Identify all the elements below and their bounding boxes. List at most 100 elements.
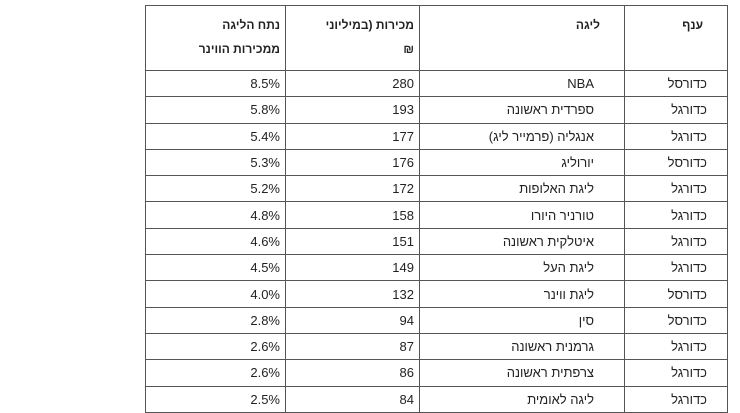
table-cell: 8.5% [145,69,286,98]
cell-text: טורניר היורו [530,207,594,223]
cell-text: אנגליה (פרמייר ליג) [488,128,594,144]
table-row: כדורגל אנגליה (פרמייר ליג) 177 5.4% [145,122,728,150]
header-text: ממכירות הווינר [198,42,280,56]
cell-text: ליגת ווינר [543,286,594,302]
table-row: כדורגל טורניר היורו 158 4.8% [145,201,728,229]
cell-text: כדורסל [667,76,707,92]
table-cell: 86 [285,359,420,387]
cell-text: 132 [392,286,414,302]
data-table: ענף ליגה מכירות (במיליוני ₪ נתח הליגה ממכירות… [145,5,728,413]
cell-text: כדורגל [671,365,707,381]
cell-text: 4.6% [250,233,280,249]
cell-text: 177 [392,128,414,144]
table-cell: 5.4% [145,122,286,150]
table-cell: אנגליה (פרמייר ליג) [419,122,625,150]
cell-text: סין [578,312,594,328]
cell-text: כדורגל [671,233,707,249]
table-cell: NBA [419,69,625,98]
table-cell: כדורגל [624,122,728,150]
table-cell: כדורגל [624,359,728,387]
table-cell: ליגת האלופות [419,175,625,203]
table-cell: 176 [285,148,420,177]
table-cell: 84 [285,385,420,413]
cell-text: 2.6% [250,339,280,355]
table-cell: 2.8% [145,306,286,334]
table-cell: 5.2% [145,175,286,203]
table-row: כדורגל ספרדית ראשונה 193 5.8% [145,96,728,124]
table-cell: ליגת העל [419,254,625,282]
table-cell: 2.5% [145,385,286,413]
table-cell: 5.3% [145,148,286,177]
table-cell: כדורגל [624,201,728,229]
cell-text: 4.8% [250,207,280,223]
table-cell: 172 [285,175,420,203]
table-cell: 5.8% [145,96,286,124]
cell-text: כדורגל [671,339,707,355]
cell-text: 84 [399,391,414,407]
cell-text: כדורגל [671,102,707,118]
table-cell: גרמנית ראשונה [419,332,625,361]
table-cell: 2.6% [145,359,286,387]
cell-text: 149 [392,260,414,276]
table-cell: ליגת ווינר [419,280,625,308]
cell-text: כדורגל [671,128,707,144]
header-cell: ליגה [419,5,625,71]
cell-text: 5.2% [250,181,280,197]
cell-text: 4.0% [250,286,280,302]
table-cell: כדורסל [624,280,728,308]
cell-text: 5.3% [250,155,280,171]
cell-text: כדורסל [667,312,707,328]
table-cell: טורניר היורו [419,201,625,229]
header-text: נתח הליגה [222,18,280,32]
table-cell: סין [419,306,625,334]
table-cell: כדורגל [624,385,728,413]
cell-text: 176 [392,155,414,171]
cell-text: 193 [392,102,414,118]
header-cell: ענף [624,5,728,71]
table-row: כדורגל ליגת העל 149 4.5% [145,254,728,282]
header-text: מכירות (במיליוני [325,18,414,32]
cell-text: 158 [392,207,414,223]
cell-text: NBA [567,76,594,92]
cell-text: 8.5% [250,76,280,92]
table-row: כדורסל NBA 280 8.5% [145,69,728,98]
table-cell: כדורסל [624,69,728,98]
cell-text: 280 [392,76,414,92]
table-cell: 94 [285,306,420,334]
cell-text: 86 [399,365,414,381]
cell-text: 2.8% [250,312,280,328]
cell-text: כדורגל [671,391,707,407]
table-row: כדורגל איטלקית ראשונה 151 4.6% [145,227,728,256]
table-cell: 151 [285,227,420,256]
cell-text: 5.4% [250,128,280,144]
table-row: כדורסל ליגת ווינר 132 4.0% [145,280,728,308]
table-cell: 280 [285,69,420,98]
cell-text: גרמנית ראשונה [511,339,594,355]
table-cell: 4.5% [145,254,286,282]
cell-text: יורוליג [561,155,594,171]
table-cell: כדורגל [624,175,728,203]
cell-text: 87 [399,339,414,355]
cell-text: צרפתית ראשונה [506,365,594,381]
cell-text: 2.6% [250,365,280,381]
table-cell: כדורגל [624,96,728,124]
table-cell: כדורסל [624,306,728,334]
cell-text: כדורסל [667,155,707,171]
cell-text: כדורסל [667,286,707,302]
cell-text: 94 [399,312,414,328]
table-cell: כדורסל [624,148,728,177]
table-cell: כדורגל [624,332,728,361]
header-text: ₪ [403,42,414,56]
table-cell: 87 [285,332,420,361]
cell-text: 5.8% [250,102,280,118]
table-cell: 193 [285,96,420,124]
cell-text: ליגת העל [543,260,594,276]
header-text: ליגה [575,18,600,32]
table-cell: 132 [285,280,420,308]
table-row: כדורגל גרמנית ראשונה 87 2.6% [145,332,728,361]
table-row: כדורגל ליגת האלופות 172 5.2% [145,175,728,203]
cell-text: 2.5% [250,391,280,407]
cell-text: כדורגל [671,207,707,223]
table-cell: 149 [285,254,420,282]
